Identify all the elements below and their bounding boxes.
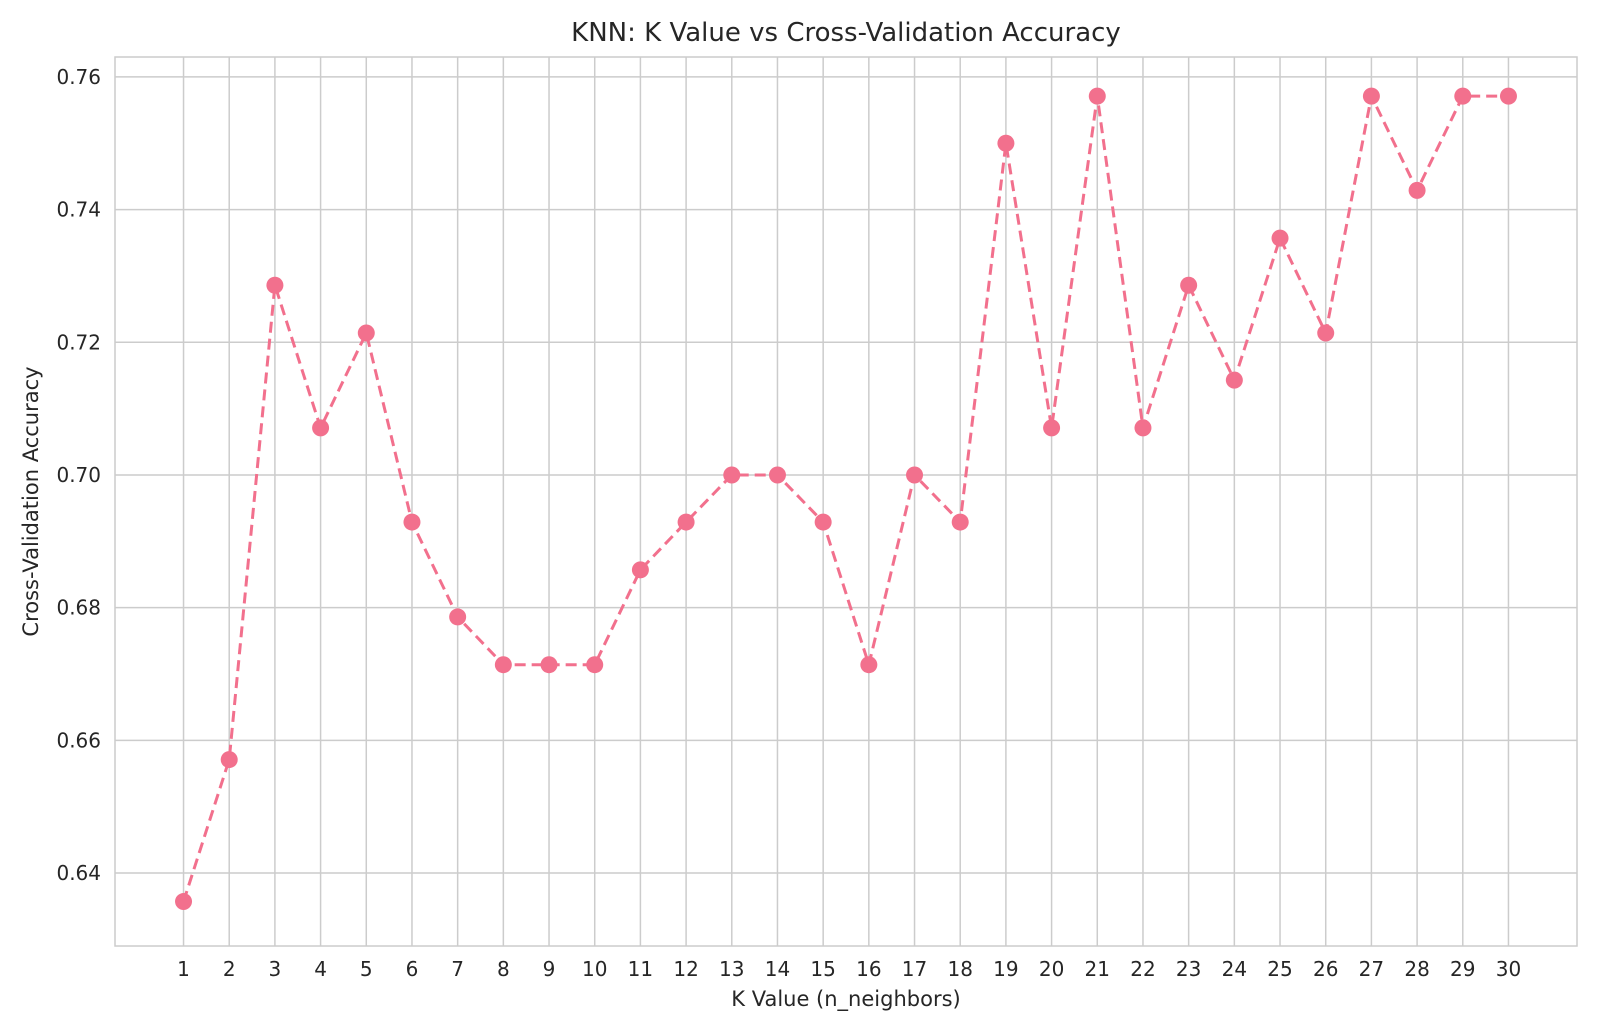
x-tick-label: 19 [993,957,1018,981]
x-tick-label: 13 [719,957,744,981]
x-tick-label: 29 [1450,957,1475,981]
x-tick-label: 7 [451,957,464,981]
data-point [997,134,1015,152]
x-tick-label: 8 [497,957,510,981]
data-point [494,656,512,674]
x-tick-label: 28 [1404,957,1429,981]
y-tick-label: 0.74 [56,198,101,222]
data-point [1271,229,1289,247]
data-point [312,419,330,437]
x-tick-label: 6 [406,957,419,981]
data-point [1180,276,1198,294]
data-point [403,513,421,531]
x-tick-label: 27 [1359,957,1384,981]
data-point [449,608,467,626]
data-point [175,893,193,911]
data-point [1043,419,1061,437]
data-point [1317,324,1335,342]
x-tick-label: 16 [856,957,881,981]
x-tick-label: 4 [314,957,327,981]
x-tick-label: 26 [1313,957,1338,981]
data-point [814,513,832,531]
data-point [677,513,695,531]
x-tick-label: 5 [360,957,373,981]
x-tick-label: 24 [1222,957,1247,981]
x-tick-label: 20 [1039,957,1064,981]
x-tick-label: 22 [1130,957,1155,981]
x-tick-label: 11 [628,957,653,981]
data-point [768,466,786,484]
x-axis-label: K Value (n_neighbors) [731,987,960,1012]
x-tick-label: 15 [810,957,835,981]
data-points [175,87,1517,911]
series-line [182,94,1509,903]
x-tick-label: 12 [673,957,698,981]
data-point [906,466,924,484]
x-tick-label: 9 [543,957,556,981]
chart-title: KNN: K Value vs Cross-Validation Accurac… [571,18,1121,48]
data-point [586,656,604,674]
y-tick-label: 0.76 [56,65,101,89]
x-tick-label: 2 [223,957,236,981]
grid-lines [115,57,1577,946]
data-point [723,466,741,484]
x-tick-label: 25 [1267,957,1292,981]
data-point [220,751,238,769]
x-tick-label: 18 [947,957,972,981]
x-axis-ticks: 1 2 3 4 5 6 7 8 9 10 11 12 13 14 15 16 17 18 19 20 21 22 23 24 2… [177,957,1521,981]
y-tick-label: 0.70 [56,463,101,487]
y-axis-label: Cross-Validation Accuracy [19,366,43,636]
data-point [357,324,375,342]
x-tick-label: 17 [902,957,927,981]
data-point [1408,181,1426,199]
data-point [631,561,649,579]
plot-area-frame [114,56,1578,947]
data-point [1362,87,1380,105]
data-point [266,276,284,294]
x-tick-label: 1 [177,957,190,981]
y-axis-ticks: 0.64 0.66 0.68 0.70 0.72 0.74 0.76 [56,65,101,885]
data-point [1499,87,1517,105]
y-tick-label: 0.64 [56,861,101,885]
data-point [1454,87,1472,105]
x-tick-label: 10 [582,957,607,981]
x-tick-label: 21 [1085,957,1110,981]
y-tick-label: 0.68 [56,596,101,620]
data-point [1225,371,1243,389]
x-tick-label: 23 [1176,957,1201,981]
x-tick-label: 14 [765,957,790,981]
x-tick-label: 3 [269,957,282,981]
data-point [1088,87,1106,105]
y-tick-label: 0.72 [56,330,101,354]
data-point [1134,419,1152,437]
x-tick-label: 30 [1496,957,1521,981]
y-tick-label: 0.66 [56,728,101,752]
data-point [860,656,878,674]
data-point [951,513,969,531]
data-point [540,656,558,674]
